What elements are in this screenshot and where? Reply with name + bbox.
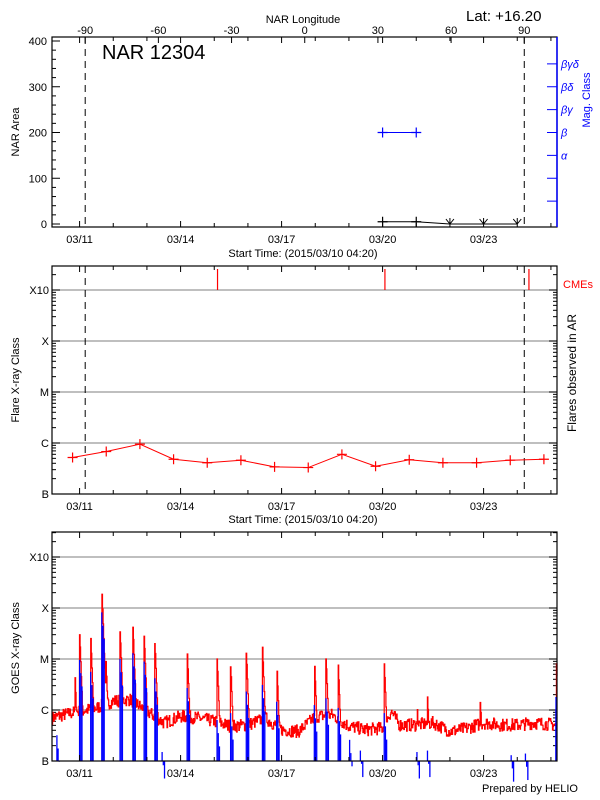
flare-point xyxy=(269,461,280,472)
y-tick-label: 200 xyxy=(29,128,47,140)
y-tick-label: C xyxy=(41,438,49,450)
flare-point xyxy=(235,455,246,466)
panel-flare-class: B C M X X10 03/11 03/14 03/17 03/20 03/23 xyxy=(29,265,558,513)
goes-long-channel-line xyxy=(51,593,558,739)
flare-point xyxy=(336,449,347,460)
mag-class-label: βγδ xyxy=(560,59,580,71)
longitude-tick-label: -60 xyxy=(150,25,166,37)
panel1-xlabel: Start Time: (2015/03/10 04:20) xyxy=(228,248,377,260)
panel-goes-flux: B C M X X10 03/11 03/14 03/17 03/20 03/23 xyxy=(29,531,558,782)
panel1-right-label: Mag. Class xyxy=(581,72,593,128)
panel3-ylabel: GOES X-ray Class xyxy=(10,602,22,694)
longitude-tick-label: -30 xyxy=(224,25,240,37)
flare-point xyxy=(538,454,549,465)
longitude-tick-label: -90 xyxy=(77,25,93,37)
x-tick-label: 03/23 xyxy=(470,501,498,513)
flare-point xyxy=(370,461,381,472)
flare-point xyxy=(134,439,145,450)
x-tick-label: 03/17 xyxy=(268,501,296,513)
mag-class-point xyxy=(377,127,388,138)
mag-class-label: β xyxy=(560,128,568,140)
x-tick-label: 03/11 xyxy=(66,768,93,780)
y-tick-label: X xyxy=(42,603,50,615)
mag-class-label: α xyxy=(561,150,568,162)
flare-point xyxy=(471,457,482,468)
y-tick-label: 300 xyxy=(29,82,47,94)
x-tick-label: 03/14 xyxy=(167,234,195,246)
flare-point xyxy=(168,454,179,465)
area-point xyxy=(411,216,422,227)
x-tick-label: 03/14 xyxy=(167,501,195,513)
y-tick-label: B xyxy=(42,489,49,501)
area-point xyxy=(377,216,388,227)
plot-frame xyxy=(51,531,558,762)
latitude-label: Lat: +16.20 xyxy=(466,8,541,25)
x-tick-label: 03/17 xyxy=(268,234,296,246)
longitude-tick-label: 0 xyxy=(302,25,308,37)
x-tick-label: 03/20 xyxy=(369,501,397,513)
flare-point xyxy=(101,446,112,457)
x-tick-label: 03/23 xyxy=(470,768,498,780)
mag-class-label: βγ xyxy=(560,105,574,117)
y-tick-label: X10 xyxy=(29,285,49,297)
x-tick-label: 03/11 xyxy=(66,234,93,246)
panel-nar-area: 03/11 03/14 03/17 03/20 03/230100200300400αβ… xyxy=(29,25,580,246)
mag-class-label: βδ xyxy=(560,82,574,94)
longitude-tick-label: 90 xyxy=(518,25,530,37)
top-axis-title: NAR Longitude xyxy=(266,14,341,26)
plot-frame xyxy=(51,265,558,495)
y-tick-label: 100 xyxy=(29,173,47,185)
flare-point xyxy=(202,457,213,468)
y-tick-label: M xyxy=(40,654,49,666)
y-tick-label: X10 xyxy=(29,552,49,564)
y-tick-label: B xyxy=(42,756,49,768)
area-upper-limit-marker xyxy=(479,218,488,225)
flare-point xyxy=(505,455,516,466)
longitude-tick-label: 30 xyxy=(372,25,384,37)
footer-credit: Prepared by HELIO xyxy=(482,783,578,795)
flare-point xyxy=(303,462,314,473)
y-tick-label: X xyxy=(42,336,50,348)
x-tick-label: 03/23 xyxy=(470,234,498,246)
flare-point xyxy=(404,454,415,465)
panel1-ylabel: NAR Area xyxy=(10,107,22,157)
y-tick-label: 0 xyxy=(41,219,47,231)
area-upper-limit-marker xyxy=(512,218,522,225)
x-tick-label: 03/17 xyxy=(268,768,296,780)
cme-label: CMEs xyxy=(563,279,593,291)
flare-point xyxy=(67,452,78,463)
panel2-xlabel: Start Time: (2015/03/10 04:20) xyxy=(228,514,377,526)
y-tick-label: 400 xyxy=(29,36,47,48)
y-tick-label: M xyxy=(40,387,49,399)
mag-class-point xyxy=(411,127,422,138)
longitude-tick-label: 60 xyxy=(445,25,457,37)
panel2-right-label: Flares observed in AR xyxy=(565,314,579,432)
x-tick-label: 03/14 xyxy=(167,768,195,780)
flare-point xyxy=(437,457,448,468)
area-upper-limit-marker xyxy=(445,218,455,225)
x-tick-label: 03/20 xyxy=(369,234,397,246)
x-tick-label: 03/20 xyxy=(369,768,397,780)
panel2-ylabel: Flare X-ray Class xyxy=(10,337,22,422)
y-tick-label: C xyxy=(41,705,49,717)
region-title: NAR 12304 xyxy=(102,42,205,64)
x-tick-label: 03/11 xyxy=(66,501,93,513)
plot-frame xyxy=(51,36,558,228)
